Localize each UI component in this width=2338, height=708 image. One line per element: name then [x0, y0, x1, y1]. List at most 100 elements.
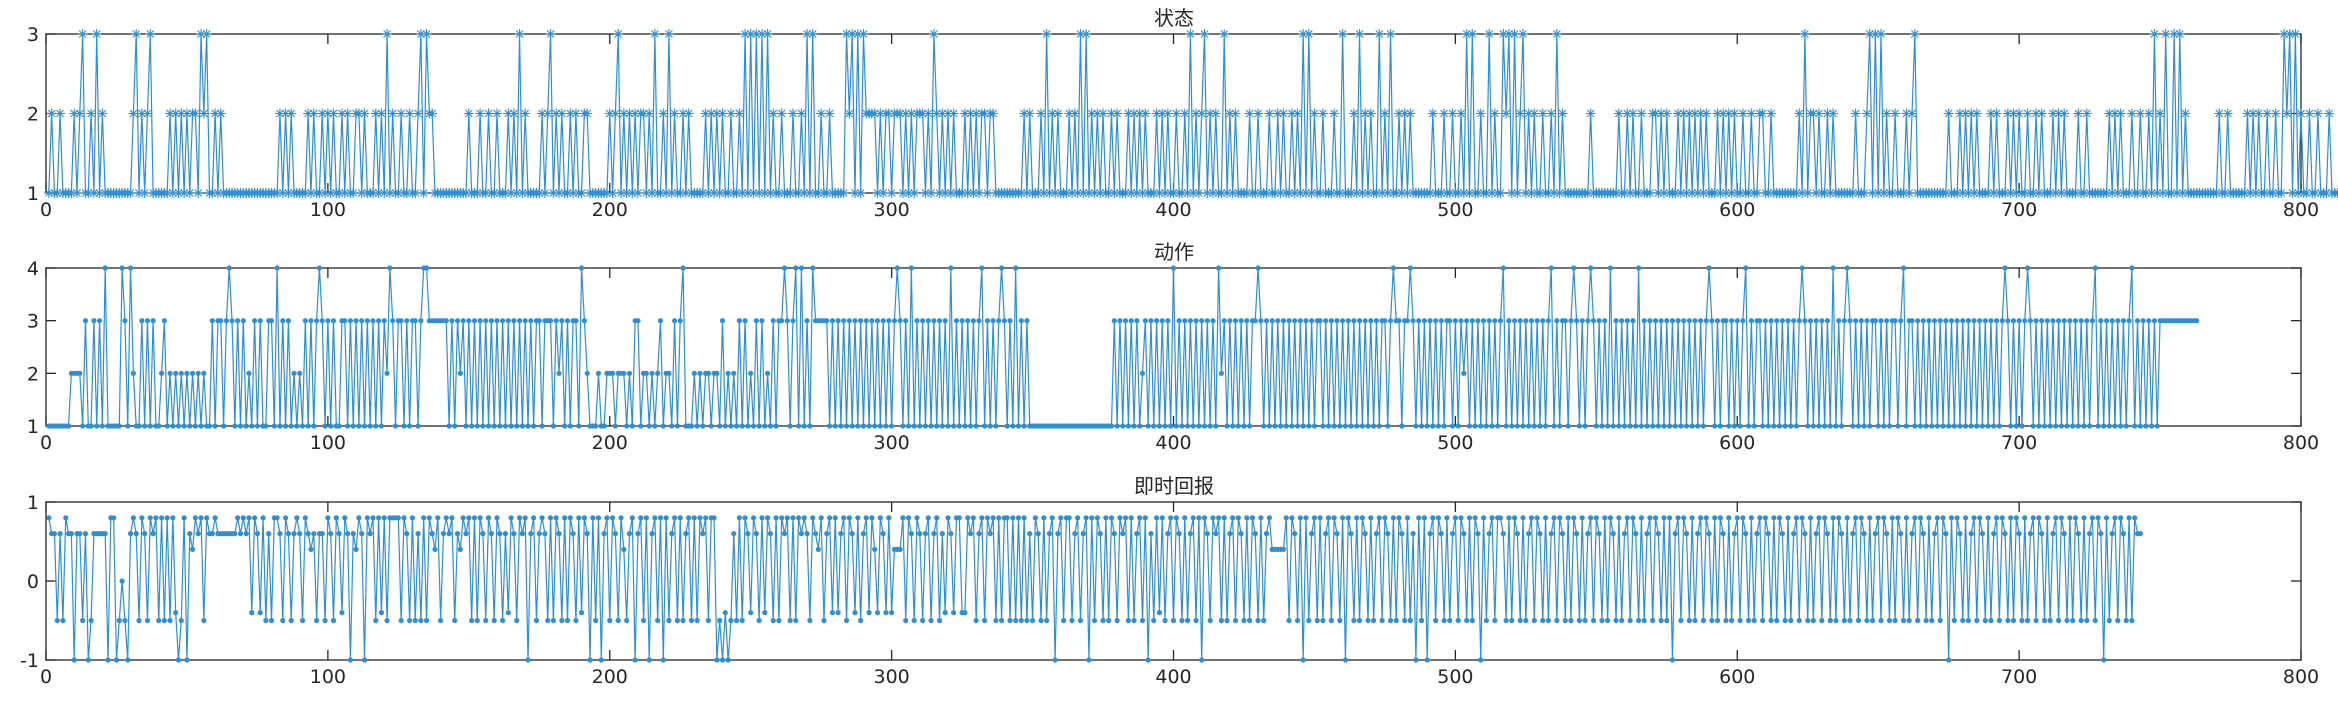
data-point — [877, 515, 883, 521]
data-point — [1822, 108, 1833, 119]
data-point — [1407, 617, 1413, 624]
data-point — [2005, 188, 2016, 198]
data-point — [877, 423, 883, 429]
data-point — [559, 617, 565, 624]
data-point — [339, 610, 345, 616]
data-point — [886, 188, 897, 198]
data-point — [2169, 29, 2180, 39]
data-point — [973, 423, 979, 429]
data-point — [336, 531, 342, 537]
data-point — [1729, 617, 1735, 624]
data-point — [421, 29, 432, 39]
data-point — [762, 610, 768, 616]
data-point — [347, 318, 354, 324]
data-point — [1348, 423, 1354, 429]
data-point — [2092, 617, 2098, 624]
data-point — [1165, 531, 1171, 537]
data-point — [909, 188, 920, 198]
x-tick-label: 700 — [2001, 432, 2037, 454]
data-point — [1794, 108, 1805, 119]
data-point — [666, 617, 672, 624]
data-point — [551, 108, 562, 119]
data-point — [466, 515, 472, 521]
data-point — [613, 29, 624, 39]
data-point — [1120, 188, 1131, 198]
data-point — [1173, 423, 1179, 429]
data-point — [1289, 188, 1300, 198]
data-point — [240, 318, 246, 324]
data-point — [105, 657, 111, 663]
data-point — [567, 515, 573, 521]
data-point — [733, 423, 740, 429]
data-point — [914, 318, 920, 324]
data-point — [1263, 318, 1270, 324]
data-point — [2103, 515, 2110, 521]
data-point — [1334, 531, 1340, 537]
x-tick-label: 700 — [2001, 666, 2037, 688]
data-point — [1672, 531, 1678, 537]
data-point — [187, 531, 193, 537]
data-point — [1475, 531, 1481, 537]
data-point — [1687, 188, 1698, 198]
data-point — [1458, 318, 1464, 324]
data-point — [621, 188, 632, 198]
data-point — [463, 108, 474, 119]
data-point — [807, 29, 818, 39]
x-tick-label: 300 — [873, 432, 909, 454]
data-point — [1244, 515, 1250, 521]
data-point — [1201, 423, 1208, 429]
data-point — [251, 515, 258, 521]
data-point — [1018, 617, 1024, 624]
data-point — [246, 370, 252, 376]
data-point — [756, 423, 762, 429]
data-point — [1573, 531, 1580, 537]
data-point — [1647, 318, 1653, 324]
data-point — [1139, 617, 1146, 624]
data-point — [542, 108, 553, 119]
data-point — [801, 515, 807, 521]
data-point — [1467, 29, 1478, 39]
data-point — [849, 423, 855, 429]
data-point — [1979, 531, 1986, 537]
data-point — [779, 318, 785, 324]
data-point — [302, 318, 308, 324]
data-point — [703, 188, 714, 198]
data-point — [556, 531, 562, 537]
data-point — [765, 370, 771, 376]
data-point — [993, 617, 999, 624]
data-point — [1252, 531, 1258, 537]
data-point — [1819, 617, 1825, 624]
data-point — [793, 188, 804, 198]
data-point — [2070, 617, 2076, 624]
data-point — [1509, 617, 1515, 624]
data-point — [1396, 318, 1402, 324]
data-point — [96, 318, 103, 324]
data-point — [409, 515, 416, 521]
data-point — [201, 29, 212, 39]
data-point — [1139, 370, 1146, 376]
data-point — [1218, 617, 1225, 624]
data-point — [170, 108, 181, 119]
data-point — [1517, 318, 1523, 324]
data-point — [1337, 29, 1348, 39]
data-point — [1021, 515, 1027, 521]
data-point — [1807, 515, 1814, 521]
data-point — [1766, 108, 1777, 119]
data-point — [714, 188, 725, 198]
data-point — [872, 423, 878, 429]
data-point — [1760, 617, 1766, 624]
data-point — [305, 188, 316, 198]
data-point — [1134, 531, 1140, 537]
data-point — [119, 578, 125, 584]
data-point — [1678, 617, 1684, 624]
data-point — [649, 29, 660, 39]
data-point — [1630, 318, 1636, 324]
data-point — [1915, 318, 1921, 324]
data-point — [489, 188, 500, 198]
data-point — [1103, 515, 1109, 521]
data-point — [72, 188, 83, 198]
data-point — [748, 370, 754, 376]
data-point — [2033, 318, 2039, 324]
data-point — [1554, 188, 1565, 198]
data-point — [1805, 423, 1811, 429]
